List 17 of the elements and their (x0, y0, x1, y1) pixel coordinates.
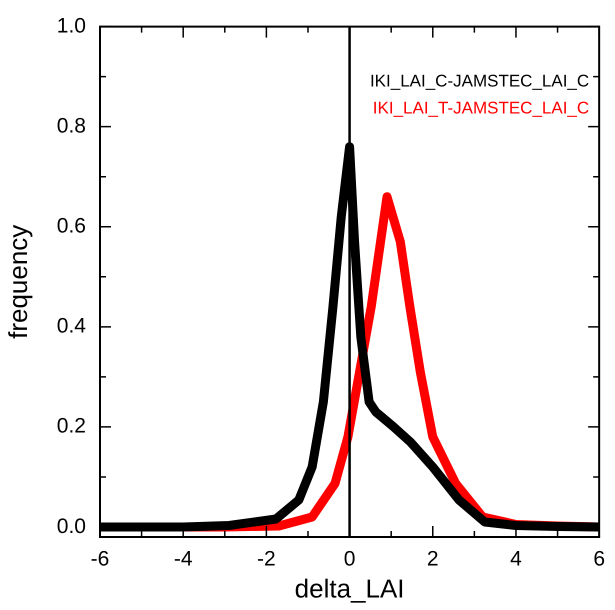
y-axis-title: frequency (2, 224, 33, 339)
y-tick-label: 0.4 (56, 314, 86, 338)
x-tick-label: -6 (90, 547, 110, 570)
x-tick-label: 0 (344, 547, 356, 570)
x-tick-label: -2 (257, 547, 276, 570)
x-tick-label: 2 (426, 547, 439, 570)
x-tick-label: -4 (174, 547, 193, 570)
y-tick-label: 0.6 (56, 214, 86, 238)
x-tick-label: 6 (593, 547, 606, 570)
y-tick-label: 0.8 (56, 114, 86, 138)
x-tick-label: 4 (510, 547, 522, 570)
text: IKI_LAI_T-JAMSTEC_LAI_C (372, 98, 590, 118)
y-tick-label: 0.0 (56, 514, 86, 538)
y-tick-label: 1.0 (56, 14, 86, 38)
y-tick-label: 0.2 (56, 414, 86, 438)
x-axis-title: delta_LAI (294, 574, 405, 604)
legend-label: IKI_LAI_C-JAMSTEC_LAI_C (370, 71, 590, 90)
